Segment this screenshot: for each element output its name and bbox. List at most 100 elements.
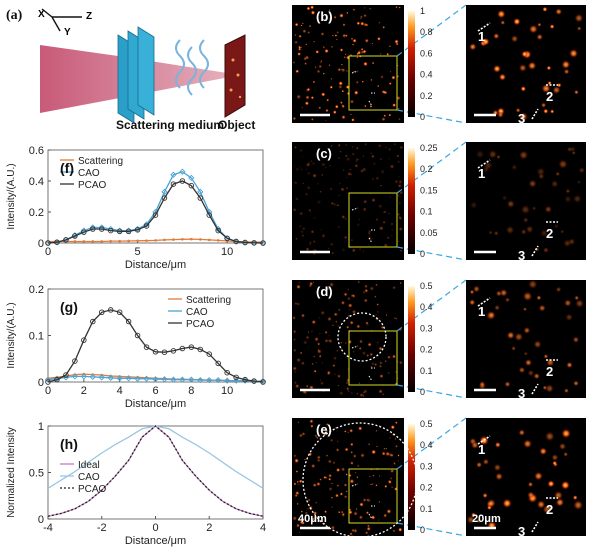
- speckle: [296, 502, 299, 505]
- speckle: [318, 316, 321, 319]
- speckle: [359, 339, 363, 344]
- data-point: [89, 224, 96, 231]
- speckle: [395, 444, 398, 448]
- speckle: [328, 17, 333, 21]
- speckle: [309, 386, 311, 388]
- speckle: [572, 336, 580, 344]
- speckle: [564, 195, 572, 203]
- y-tick-label: 0.6: [29, 145, 44, 157]
- speckle: [327, 247, 330, 250]
- speckle: [302, 182, 305, 185]
- speckle: [319, 229, 322, 231]
- speckle: [488, 230, 493, 235]
- speckle: [364, 38, 369, 43]
- speckle: [319, 61, 322, 63]
- speckle: [358, 218, 361, 221]
- legend-label: PCAO: [78, 180, 107, 191]
- speckle: [308, 208, 312, 212]
- roi-box: [348, 468, 398, 524]
- speckle: [355, 508, 358, 511]
- microscopy-grid: (b) 1 0.8 0.6 0.4 0.2 0 1 2 3 (c) 0.25 0.2 0.15 0.1 0.0…: [292, 4, 586, 539]
- speckle: [564, 388, 569, 394]
- speckle: [300, 510, 303, 513]
- speckle: [555, 8, 563, 16]
- speckle: [305, 43, 308, 46]
- speckle: [532, 206, 537, 211]
- colorbar-tick-label: 0.1: [420, 504, 433, 514]
- speckle: [294, 458, 299, 464]
- speckle: [522, 217, 529, 223]
- speckle: [350, 451, 353, 454]
- data-point: [215, 227, 221, 234]
- roi-marker: [351, 345, 359, 349]
- speckle: [376, 341, 379, 344]
- speckle: [486, 505, 492, 511]
- speckle: [376, 310, 379, 313]
- speckle: [378, 21, 381, 24]
- speckle: [325, 166, 327, 169]
- speckle: [309, 419, 314, 424]
- data-point: [206, 377, 213, 384]
- speckle: [513, 17, 521, 26]
- y-tick-label: 0.2: [29, 207, 44, 219]
- speckle: [392, 103, 397, 108]
- speckle: [572, 495, 578, 501]
- speckle: [371, 361, 375, 366]
- speckle: [398, 226, 403, 232]
- speckle: [345, 490, 348, 493]
- speckle: [304, 511, 309, 515]
- speckle: [536, 500, 546, 509]
- speckle: [523, 326, 531, 334]
- speckle: [347, 303, 353, 308]
- speckle: [368, 236, 371, 239]
- speckle: [371, 177, 375, 181]
- speckle: [573, 500, 584, 511]
- marker-line-1: [477, 159, 491, 169]
- data-point: [136, 239, 139, 243]
- speckle: [394, 437, 397, 440]
- speckle: [342, 33, 347, 38]
- speckle: [521, 50, 529, 58]
- speckle: [356, 476, 359, 479]
- speckle: [482, 492, 488, 499]
- speckle: [319, 478, 322, 481]
- speckle: [541, 83, 551, 94]
- speckle: [337, 67, 342, 72]
- speckle: [384, 484, 388, 488]
- colorbar-tick-label: 0.2: [420, 483, 433, 493]
- speckle: [511, 164, 518, 171]
- speckle: [352, 350, 355, 353]
- marker-label-2: 2: [546, 89, 553, 104]
- colorbar-tick-label: 0.3: [420, 461, 433, 471]
- speckle: [324, 510, 328, 514]
- speckle: [398, 175, 400, 178]
- speckle: [357, 281, 360, 284]
- colorbar-tick-label: 0: [420, 249, 425, 259]
- speckle: [294, 370, 297, 373]
- speckle: [313, 355, 316, 358]
- speckle: [375, 176, 380, 181]
- speckle: [379, 361, 383, 365]
- speckle: [476, 461, 483, 468]
- speckle: [383, 114, 387, 118]
- x-tick-label: 5: [135, 246, 141, 258]
- speckle: [323, 475, 327, 479]
- speckle: [318, 354, 322, 358]
- speckle: [399, 249, 403, 253]
- speckle: [351, 309, 357, 314]
- data-point: [143, 375, 150, 382]
- speckle: [372, 161, 377, 166]
- speckle: [332, 364, 336, 368]
- speckle: [394, 421, 398, 425]
- colorbar-tick-label: 0.3: [420, 323, 433, 333]
- speckle: [555, 171, 561, 177]
- speckle: [341, 63, 343, 66]
- data-point: [107, 227, 114, 234]
- speckle: [328, 164, 331, 167]
- speckle: [303, 56, 308, 61]
- y-tick-label: 0.4: [29, 176, 44, 188]
- speckle: [308, 161, 310, 164]
- roi-box: [348, 55, 398, 111]
- speckle: [344, 342, 347, 344]
- speckle: [328, 64, 331, 67]
